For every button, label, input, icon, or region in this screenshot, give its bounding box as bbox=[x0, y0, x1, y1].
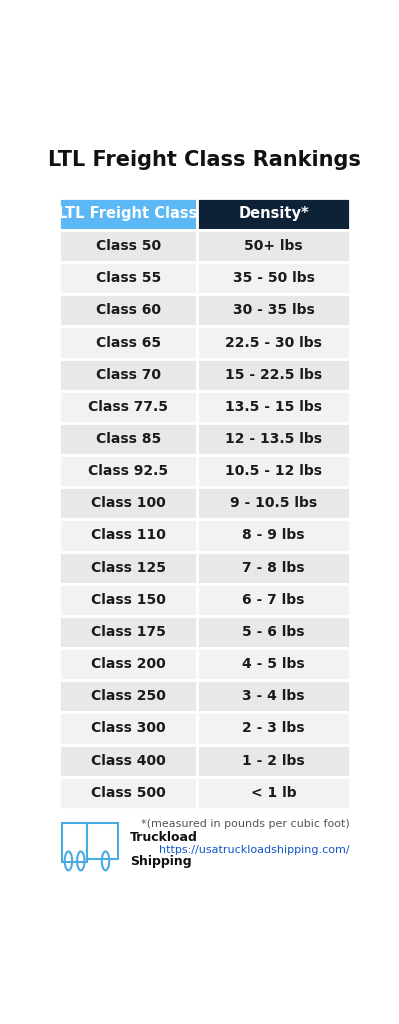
FancyBboxPatch shape bbox=[197, 262, 350, 294]
FancyBboxPatch shape bbox=[59, 680, 197, 713]
FancyBboxPatch shape bbox=[59, 487, 197, 519]
FancyBboxPatch shape bbox=[59, 294, 197, 327]
FancyBboxPatch shape bbox=[59, 455, 197, 487]
Text: 35 - 50 lbs: 35 - 50 lbs bbox=[233, 271, 314, 286]
Text: 4 - 5 lbs: 4 - 5 lbs bbox=[242, 657, 305, 671]
Text: Class 110: Class 110 bbox=[91, 528, 166, 543]
FancyBboxPatch shape bbox=[59, 648, 197, 680]
Text: 7 - 8 lbs: 7 - 8 lbs bbox=[242, 561, 305, 574]
FancyBboxPatch shape bbox=[59, 327, 197, 358]
Text: Class 175: Class 175 bbox=[91, 625, 166, 639]
Text: Class 500: Class 500 bbox=[91, 785, 166, 800]
Text: Class 65: Class 65 bbox=[96, 336, 161, 349]
Text: 9 - 10.5 lbs: 9 - 10.5 lbs bbox=[230, 497, 317, 510]
Text: 15 - 22.5 lbs: 15 - 22.5 lbs bbox=[225, 368, 322, 382]
FancyBboxPatch shape bbox=[197, 358, 350, 391]
FancyBboxPatch shape bbox=[59, 358, 197, 391]
FancyBboxPatch shape bbox=[59, 230, 197, 262]
FancyBboxPatch shape bbox=[197, 552, 350, 584]
Text: 2 - 3 lbs: 2 - 3 lbs bbox=[242, 722, 305, 735]
Text: Class 50: Class 50 bbox=[96, 239, 161, 253]
Text: 30 - 35 lbs: 30 - 35 lbs bbox=[233, 303, 314, 317]
Text: Class 77.5: Class 77.5 bbox=[88, 399, 168, 414]
Text: Shipping: Shipping bbox=[130, 855, 192, 867]
FancyBboxPatch shape bbox=[197, 519, 350, 552]
FancyBboxPatch shape bbox=[59, 198, 197, 230]
FancyBboxPatch shape bbox=[197, 713, 350, 744]
Text: 10.5 - 12 lbs: 10.5 - 12 lbs bbox=[225, 464, 322, 478]
FancyBboxPatch shape bbox=[197, 230, 350, 262]
Text: LTL Freight Class: LTL Freight Class bbox=[59, 207, 198, 221]
Text: 8 - 9 lbs: 8 - 9 lbs bbox=[242, 528, 305, 543]
Text: 3 - 4 lbs: 3 - 4 lbs bbox=[242, 689, 305, 703]
FancyBboxPatch shape bbox=[197, 423, 350, 455]
Text: Class 100: Class 100 bbox=[91, 497, 166, 510]
FancyBboxPatch shape bbox=[197, 615, 350, 648]
FancyBboxPatch shape bbox=[59, 391, 197, 423]
FancyBboxPatch shape bbox=[59, 423, 197, 455]
FancyBboxPatch shape bbox=[59, 615, 197, 648]
Text: Class 60: Class 60 bbox=[96, 303, 161, 317]
FancyBboxPatch shape bbox=[59, 519, 197, 552]
Text: Class 55: Class 55 bbox=[96, 271, 161, 286]
Text: Class 400: Class 400 bbox=[91, 754, 166, 768]
Text: < 1 lb: < 1 lb bbox=[251, 785, 296, 800]
Text: Class 92.5: Class 92.5 bbox=[88, 464, 168, 478]
Text: 22.5 - 30 lbs: 22.5 - 30 lbs bbox=[225, 336, 322, 349]
FancyBboxPatch shape bbox=[59, 713, 197, 744]
Text: 1 - 2 lbs: 1 - 2 lbs bbox=[242, 754, 305, 768]
Text: Class 250: Class 250 bbox=[91, 689, 166, 703]
Text: *(measured in pounds per cubic foot): *(measured in pounds per cubic foot) bbox=[141, 819, 350, 829]
Text: Class 300: Class 300 bbox=[91, 722, 166, 735]
Text: 50+ lbs: 50+ lbs bbox=[244, 239, 303, 253]
Text: Density*: Density* bbox=[238, 207, 309, 221]
Text: Class 200: Class 200 bbox=[91, 657, 166, 671]
Text: https://usatruckloadshipping.com/: https://usatruckloadshipping.com/ bbox=[159, 845, 350, 855]
FancyBboxPatch shape bbox=[197, 198, 350, 230]
Text: 5 - 6 lbs: 5 - 6 lbs bbox=[242, 625, 305, 639]
Text: Class 85: Class 85 bbox=[96, 432, 161, 446]
Text: Class 150: Class 150 bbox=[91, 593, 166, 607]
FancyBboxPatch shape bbox=[197, 680, 350, 713]
FancyBboxPatch shape bbox=[197, 294, 350, 327]
FancyBboxPatch shape bbox=[197, 584, 350, 615]
FancyBboxPatch shape bbox=[197, 487, 350, 519]
Text: LTL Freight Class Rankings: LTL Freight Class Rankings bbox=[48, 151, 361, 170]
FancyBboxPatch shape bbox=[197, 327, 350, 358]
Text: Class 70: Class 70 bbox=[96, 368, 161, 382]
FancyBboxPatch shape bbox=[59, 744, 197, 776]
FancyBboxPatch shape bbox=[197, 648, 350, 680]
FancyBboxPatch shape bbox=[59, 552, 197, 584]
Text: Class 125: Class 125 bbox=[91, 561, 166, 574]
FancyBboxPatch shape bbox=[59, 262, 197, 294]
Text: 6 - 7 lbs: 6 - 7 lbs bbox=[242, 593, 305, 607]
Text: Truckload: Truckload bbox=[130, 830, 198, 844]
FancyBboxPatch shape bbox=[197, 776, 350, 809]
FancyBboxPatch shape bbox=[197, 391, 350, 423]
FancyBboxPatch shape bbox=[197, 455, 350, 487]
Text: 13.5 - 15 lbs: 13.5 - 15 lbs bbox=[225, 399, 322, 414]
FancyBboxPatch shape bbox=[197, 744, 350, 776]
FancyBboxPatch shape bbox=[59, 776, 197, 809]
Text: 12 - 13.5 lbs: 12 - 13.5 lbs bbox=[225, 432, 322, 446]
FancyBboxPatch shape bbox=[59, 584, 197, 615]
